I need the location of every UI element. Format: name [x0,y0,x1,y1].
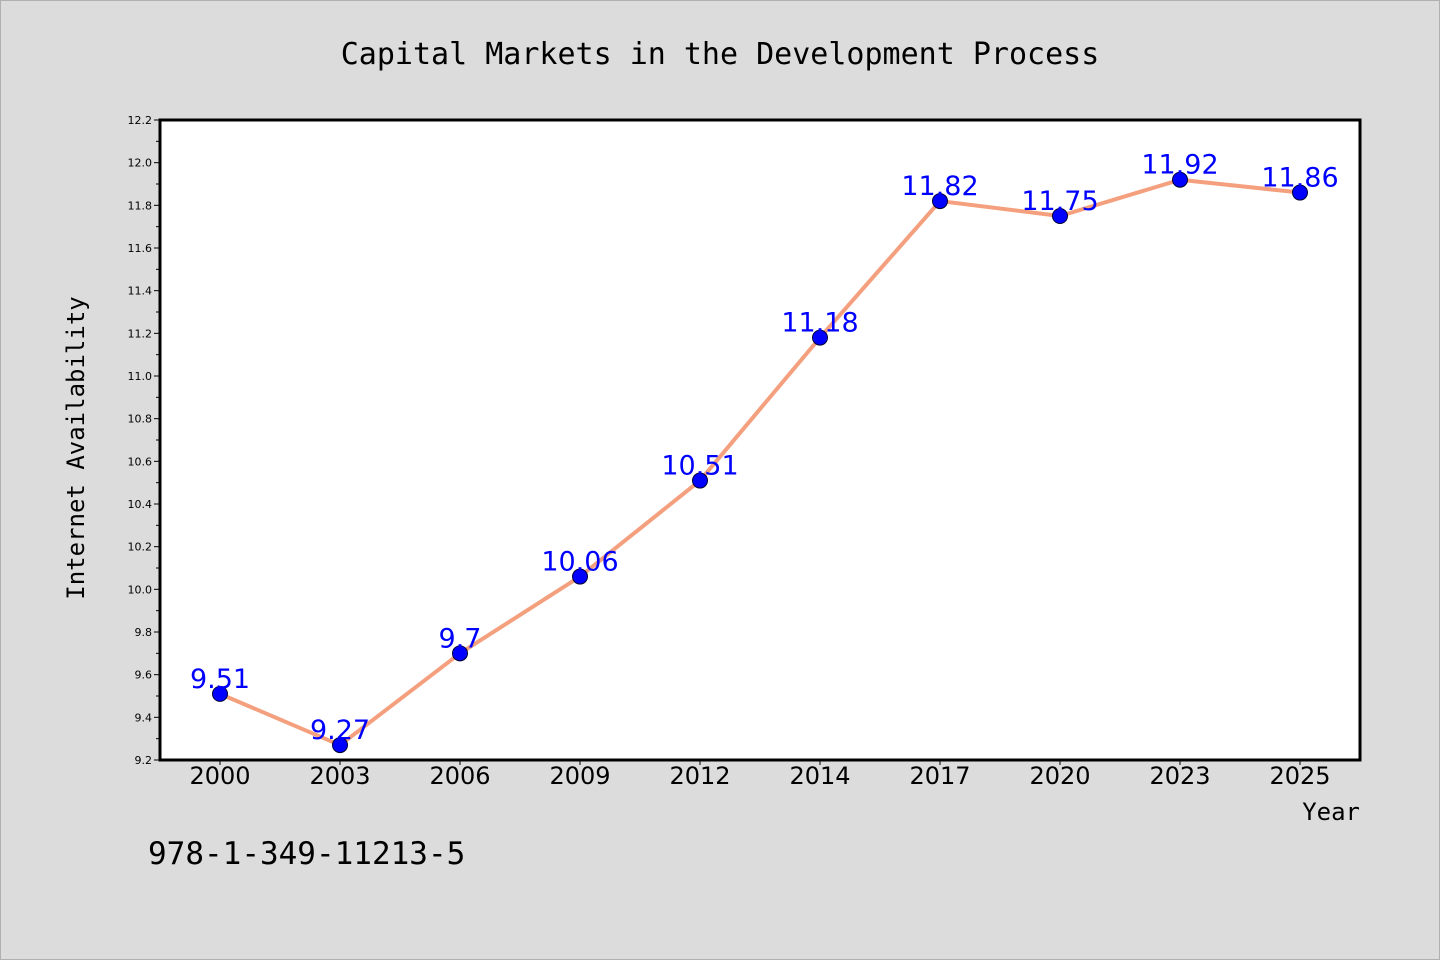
data-labels: 9.51 9.27 9.7 10.06 10.51 11.18 11.82 11.75 11.9… [190,150,1339,746]
x-tick-label: 2012 [669,762,730,790]
data-point [1172,171,1188,188]
x-tick-label: 2017 [909,762,970,790]
x-axis: 2000 2003 2006 2009 2012 2014 2017 2020 2023 2025 [189,760,1331,790]
data-point [452,645,468,662]
data-label: 11.86 [1261,163,1338,194]
data-label: 10.06 [541,547,618,578]
data-point [332,737,348,754]
x-tick-label: 2020 [1029,762,1090,790]
series-line [219,177,1301,748]
x-tick-label: 2023 [1149,762,1210,790]
data-label: 11.82 [901,171,978,202]
x-tick-label: 2000 [189,762,250,790]
y-tick-label: 11.8 [128,199,153,212]
y-tick-label: 9.6 [135,669,153,682]
data-point [932,193,948,210]
x-tick-label: 2014 [789,762,850,790]
y-tick-label: 11.4 [128,285,153,298]
data-point [572,568,588,585]
y-tick-label: 12.2 [128,114,153,127]
y-axis: 9.2 9.4 9.6 9.8 10.0 10.2 10.4 10.6 10.8 11.0 11.2… [128,114,160,767]
data-point [692,472,708,489]
data-point [1052,208,1068,224]
y-tick-label: 10.4 [128,498,153,511]
data-label: 10.51 [661,451,738,482]
y-tick-label: 11.0 [128,370,153,383]
y-tick-label: 10.6 [128,455,153,468]
y-tick-label: 9.4 [135,711,153,724]
isbn-text: 978-1-349-11213-5 [148,836,465,872]
y-tick-label: 10.0 [128,583,153,596]
y-tick-label: 10.8 [128,413,153,426]
x-axis-label: Year [1302,798,1360,826]
x-tick-label: 2006 [429,762,490,790]
data-point [1292,184,1308,201]
x-tick-label: 2025 [1269,762,1330,790]
y-tick-label: 9.8 [135,626,153,639]
x-tick-label: 2009 [549,762,610,790]
y-axis-label: Internet Availability [62,296,90,599]
chart-title: Capital Markets in the Development Proce… [341,37,1100,72]
data-point [812,329,828,346]
data-label: 9.27 [310,715,370,746]
y-tick-label: 11.2 [128,327,153,340]
y-tick-label: 9.2 [135,754,153,767]
y-tick-label: 12.0 [128,157,153,170]
data-label: 11.92 [1141,150,1218,181]
data-label: 9.7 [439,623,482,654]
plot-area [158,118,1362,762]
data-label: 11.18 [781,308,858,339]
y-tick-label: 11.6 [128,242,153,255]
data-point [212,685,228,702]
x-tick-label: 2003 [309,762,370,790]
series [212,171,1308,754]
data-label: 11.75 [1021,186,1098,217]
y-tick-label: 10.2 [128,541,153,554]
data-label: 9.51 [190,664,250,695]
